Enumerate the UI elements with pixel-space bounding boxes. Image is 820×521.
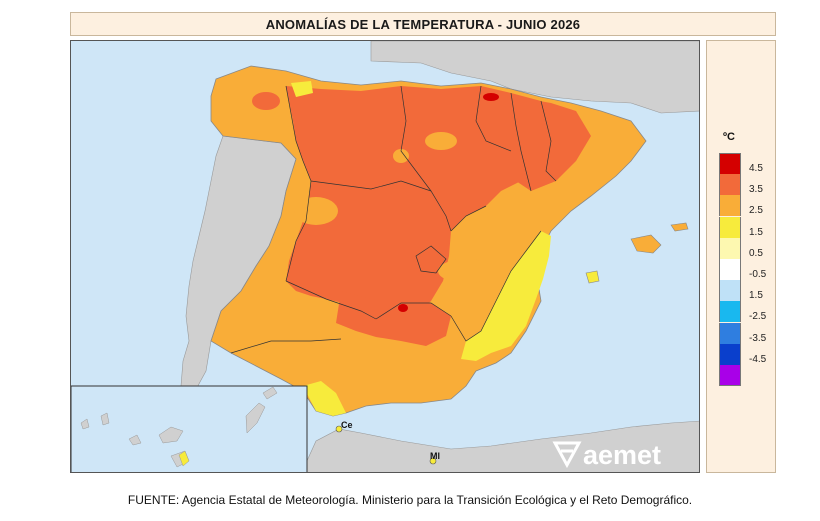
legend-item: -4.5 xyxy=(719,343,777,365)
legend-swatch xyxy=(719,301,741,323)
legend-item xyxy=(719,365,777,386)
ceuta-marker xyxy=(335,425,343,433)
anomaly-patch-2-5-c xyxy=(393,149,409,163)
anomaly-zone-1-5-east xyxy=(461,231,551,361)
gran-canaria-anomaly xyxy=(178,450,190,467)
legend-label: 0.5 xyxy=(749,247,763,259)
mallorca xyxy=(630,234,662,254)
ceuta-label: Ce xyxy=(341,420,353,430)
legend-label: 1.5 xyxy=(749,226,763,238)
anomaly-patch-2-5-a xyxy=(294,197,338,225)
map-title-box: ANOMALÍAS DE LA TEMPERATURA - JUNIO 2026 xyxy=(70,12,776,36)
anomaly-patch-3-5-galicia xyxy=(252,92,280,110)
legend-item: -3.5 xyxy=(719,322,777,344)
anomaly-hotspot-4-5-north xyxy=(483,93,499,101)
legend-label: 4.5 xyxy=(749,163,763,174)
legend-item: -2.5 xyxy=(719,301,777,323)
france-land xyxy=(370,41,699,114)
melilla-label: Ml xyxy=(430,451,440,461)
anomaly-zone-3-5-central xyxy=(286,86,561,323)
legend-label: -0.5 xyxy=(749,269,767,280)
melilla-marker xyxy=(429,457,437,465)
legend-swatch xyxy=(719,322,741,344)
legend-item: -0.5 xyxy=(719,259,777,280)
legend-item: 2.5 xyxy=(719,195,777,217)
legend-item: 1.5 xyxy=(719,280,777,302)
legend-swatch xyxy=(719,280,741,302)
legend-label: 2.5 xyxy=(749,205,763,217)
legend-label: 1.5 xyxy=(749,290,763,302)
canary-islands-inset xyxy=(71,385,308,472)
legend-swatch xyxy=(719,343,741,365)
legend-item: 4.5 xyxy=(719,153,777,174)
legend-label: -2.5 xyxy=(749,311,767,323)
legend-label: 3.5 xyxy=(749,184,763,196)
source-footer: FUENTE: Agencia Estatal de Meteorología.… xyxy=(127,493,693,507)
region-borders xyxy=(230,85,557,354)
legend-label: -3.5 xyxy=(749,332,767,344)
legend-item: 0.5 xyxy=(719,237,777,259)
temperature-anomaly-map: Ce Ml aemet xyxy=(70,40,700,473)
legend-label: -4.5 xyxy=(749,353,767,365)
anomaly-zone-1-5-southwest xyxy=(303,381,346,416)
legend-swatch xyxy=(719,237,741,259)
legend-swatch xyxy=(719,365,741,386)
legend-unit: ºC xyxy=(723,131,735,143)
legend-swatch xyxy=(719,153,741,174)
legend-swatch xyxy=(719,195,741,217)
aemet-logo-text: aemet xyxy=(583,440,661,470)
anomaly-zone-1-5-north xyxy=(291,81,313,97)
legend-swatch xyxy=(719,259,741,280)
aemet-logo-icon xyxy=(552,441,582,469)
aemet-logo: aemet xyxy=(552,440,661,470)
map-title: ANOMALÍAS DE LA TEMPERATURA - JUNIO 2026 xyxy=(265,16,581,32)
anomaly-zone-3-5-south xyxy=(336,291,451,346)
ibiza xyxy=(585,270,600,284)
menorca xyxy=(670,222,689,232)
legend-swatch xyxy=(719,174,741,196)
anomaly-patch-2-5-b xyxy=(425,132,457,150)
anomaly-zone-3-5-northeast xyxy=(511,96,591,191)
legend-item: 1.5 xyxy=(719,216,777,238)
legend-swatch xyxy=(719,216,741,238)
anomaly-patch-2-5-d xyxy=(438,259,494,283)
map-svg: Ce Ml aemet xyxy=(71,41,699,472)
legend-item: 3.5 xyxy=(719,174,777,196)
anomaly-hotspot-4-5-south xyxy=(398,304,408,312)
africa-land xyxy=(301,420,699,472)
legend-panel: ºC 4.5 3.5 2.5 1.5 0.5 -0.5 1.5 -2.5 -3.5 -4.5 xyxy=(706,40,776,473)
